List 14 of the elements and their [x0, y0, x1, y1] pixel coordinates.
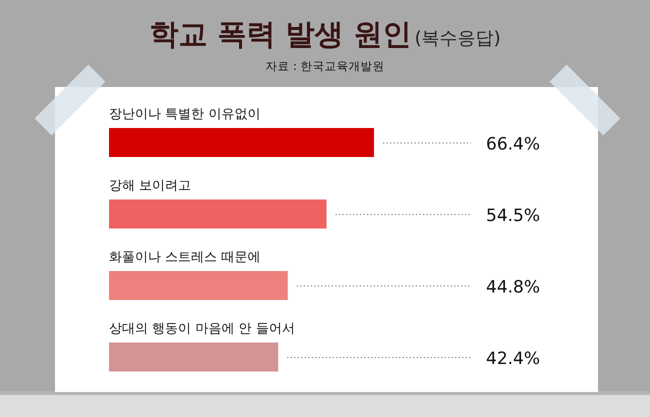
y-tick-label: 상대의 행동이 마음에 안 들어서: [109, 322, 295, 336]
y-tick-label: 화풀이나 스트레스 때문에: [109, 250, 260, 265]
bar: [109, 342, 278, 372]
data-label: 44.8%: [486, 278, 540, 298]
chart-title: 학교 폭력 발생 원인(복수응답): [149, 17, 501, 51]
data-label: 54.5%: [486, 206, 540, 226]
bar: [109, 271, 288, 300]
y-tick-label: 강해 보이려고: [109, 178, 192, 194]
data-label: 42.4%: [486, 349, 540, 369]
bar: [109, 128, 374, 157]
chart-subtitle: 자료 : 한국교육개발원: [265, 59, 385, 73]
bar: [109, 200, 327, 228]
y-tick-label: 장난이나 특별한 이유없이: [109, 107, 260, 122]
data-label: 66.4%: [486, 134, 540, 154]
